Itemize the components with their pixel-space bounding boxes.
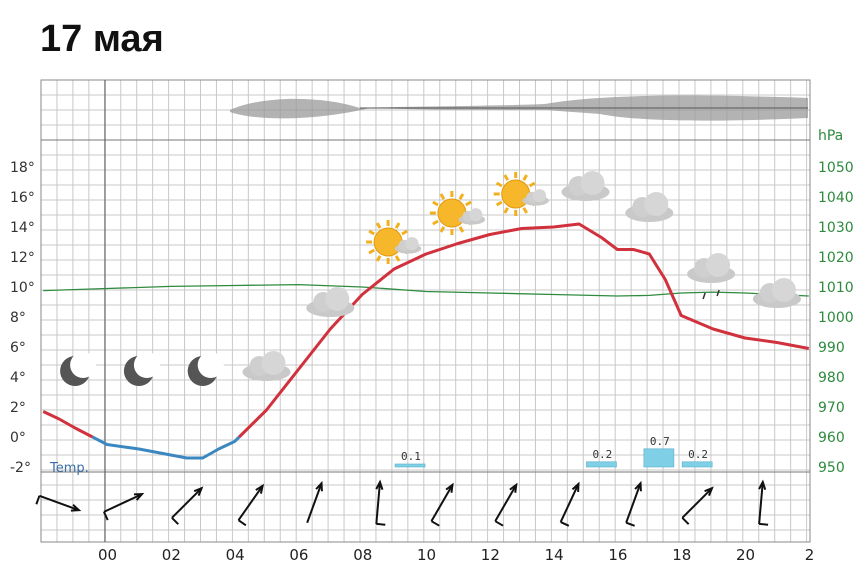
wind-arrow — [306, 480, 323, 524]
x-tick-label: 18 — [672, 546, 691, 564]
precipitation-bar — [681, 461, 713, 468]
cloud-icon — [242, 351, 291, 381]
x-tick-label: 20 — [736, 546, 755, 564]
y-right-tick-label: 960 — [818, 430, 845, 446]
precipitation-bar — [394, 463, 426, 468]
x-tick-label: 04 — [226, 546, 245, 564]
sun-cloud-icon — [366, 220, 422, 264]
precipitation-bar — [586, 461, 617, 468]
y-left-tick-label: 8° — [10, 310, 26, 326]
sun-cloud-icon — [493, 172, 549, 216]
cloud-icon — [752, 278, 801, 308]
y-right-unit-label: hPa — [818, 128, 843, 144]
grid — [40, 79, 810, 542]
x-tick-label: 00 — [98, 546, 117, 564]
wind-arrow — [171, 486, 204, 525]
cloud-icon — [625, 192, 674, 222]
x-tick-label: 08 — [353, 546, 372, 564]
y-left-tick-label: -2° — [10, 460, 31, 476]
y-right-tick-label: 1000 — [818, 310, 854, 326]
temperature-line — [42, 410, 94, 439]
wind-arrow — [758, 479, 769, 526]
y-left-tick-label: 2° — [10, 400, 26, 416]
wind-arrow — [430, 482, 454, 527]
x-tick-label: 2 — [805, 546, 815, 564]
wind-arrow — [494, 482, 518, 527]
moon-icon — [187, 352, 224, 386]
rain-cloud-icon — [687, 253, 736, 300]
wind-arrow — [237, 483, 265, 527]
temperature-series-label: Temp. — [49, 461, 89, 476]
cloud-icon — [561, 171, 610, 201]
x-tick-label: 06 — [289, 546, 308, 564]
y-right-tick-label: 990 — [818, 340, 845, 356]
x-tick-label: 16 — [608, 546, 627, 564]
y-right-tick-label: 1040 — [818, 190, 854, 206]
cloud-icon — [306, 287, 355, 317]
precipitation-label: 0.1 — [401, 450, 421, 463]
x-tick-label: 10 — [417, 546, 436, 564]
y-left-tick-label: 10° — [10, 280, 35, 296]
y-right-tick-label: 1030 — [818, 220, 854, 236]
temperature-line — [91, 435, 241, 460]
y-right-tick-label: 950 — [818, 460, 845, 476]
y-left-tick-label: 6° — [10, 340, 26, 356]
x-tick-label: 12 — [481, 546, 500, 564]
y-right-tick-label: 1020 — [818, 250, 854, 266]
sun-cloud-icon — [429, 191, 486, 235]
precipitation-label: 0.2 — [592, 448, 612, 461]
y-left-tick-label: 12° — [10, 250, 35, 266]
y-right-tick-label: 980 — [818, 370, 845, 386]
page-title: 17 мая — [40, 18, 164, 60]
wind-arrow — [681, 486, 714, 525]
y-left-tick-label: 16° — [10, 190, 35, 206]
moon-icon — [123, 352, 160, 386]
wind-arrow — [35, 494, 82, 512]
y-left-tick-label: 0° — [10, 430, 26, 446]
precipitation-label: 0.2 — [688, 448, 708, 461]
y-left-tick-label: 4° — [10, 370, 26, 386]
y-right-tick-label: 970 — [818, 400, 845, 416]
wind-arrow — [103, 493, 145, 521]
chart-frame — [40, 79, 811, 543]
y-right-tick-label: 1050 — [818, 160, 854, 176]
pressure-line — [43, 283, 809, 297]
y-right-tick-label: 1010 — [818, 280, 854, 296]
y-left-tick-label: 18° — [10, 160, 35, 176]
wind-arrow — [625, 480, 642, 527]
wind-arrow — [375, 479, 386, 526]
precipitation-bar — [643, 448, 675, 468]
wind-arrow — [559, 481, 580, 527]
moon-icon — [60, 352, 97, 386]
x-tick-label: 14 — [545, 546, 564, 564]
x-tick-label: 02 — [162, 546, 181, 564]
precipitation-label: 0.7 — [650, 435, 670, 448]
y-left-tick-label: 14° — [10, 220, 35, 236]
